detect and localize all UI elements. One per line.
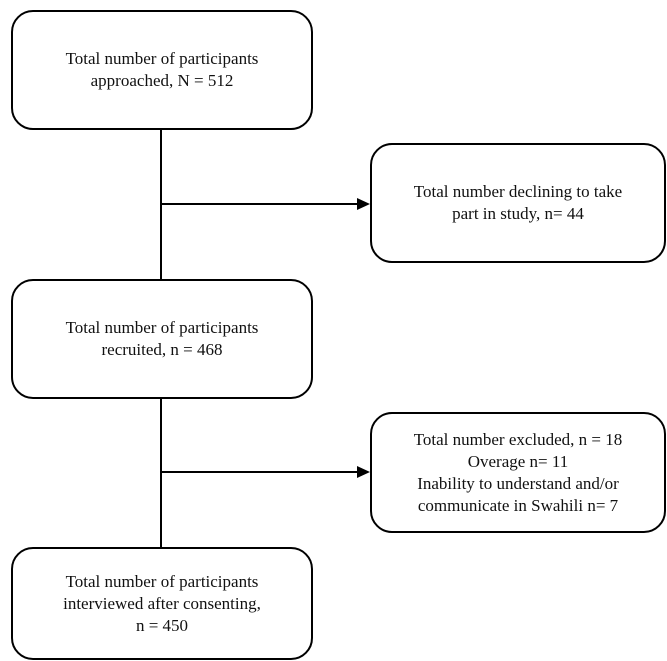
box-approached: Total number of participants approached,… xyxy=(11,10,313,130)
box-interviewed: Total number of participants interviewed… xyxy=(11,547,313,660)
box-excluded-line-4: communicate in Swahili n= 7 xyxy=(417,495,619,515)
box-interviewed-line-3: n = 450 xyxy=(135,615,189,635)
arrow-head-icon xyxy=(357,466,370,478)
box-excluded-line-2: Overage n= 11 xyxy=(467,451,569,471)
box-approached-line-2: approached, N = 512 xyxy=(90,71,234,90)
box-excluded: Total number excluded, n = 18 Overage n=… xyxy=(370,412,666,533)
arrow-head-icon xyxy=(357,198,370,210)
box-recruited: Total number of participants recruited, … xyxy=(11,279,313,399)
box-excluded-line-1: Total number excluded, n = 18 xyxy=(413,429,623,449)
connector-to-excluded xyxy=(161,471,357,473)
box-recruited-line-2: recruited, n = 468 xyxy=(101,340,223,359)
box-declined-line-1: Total number declining to take xyxy=(413,182,623,201)
connector-recruited-to-interviewed xyxy=(160,399,162,547)
box-approached-line-1: Total number of participants xyxy=(65,49,259,68)
box-recruited-line-1: Total number of participants xyxy=(65,318,259,337)
box-excluded-line-3: Inability to understand and/or xyxy=(417,473,619,493)
box-interviewed-line-1: Total number of participants xyxy=(65,571,259,591)
box-declined: Total number declining to take part in s… xyxy=(370,143,666,263)
box-interviewed-line-2: interviewed after consenting, xyxy=(63,593,261,613)
box-declined-line-2: part in study, n= 44 xyxy=(452,204,584,223)
connector-to-declined xyxy=(161,203,357,205)
